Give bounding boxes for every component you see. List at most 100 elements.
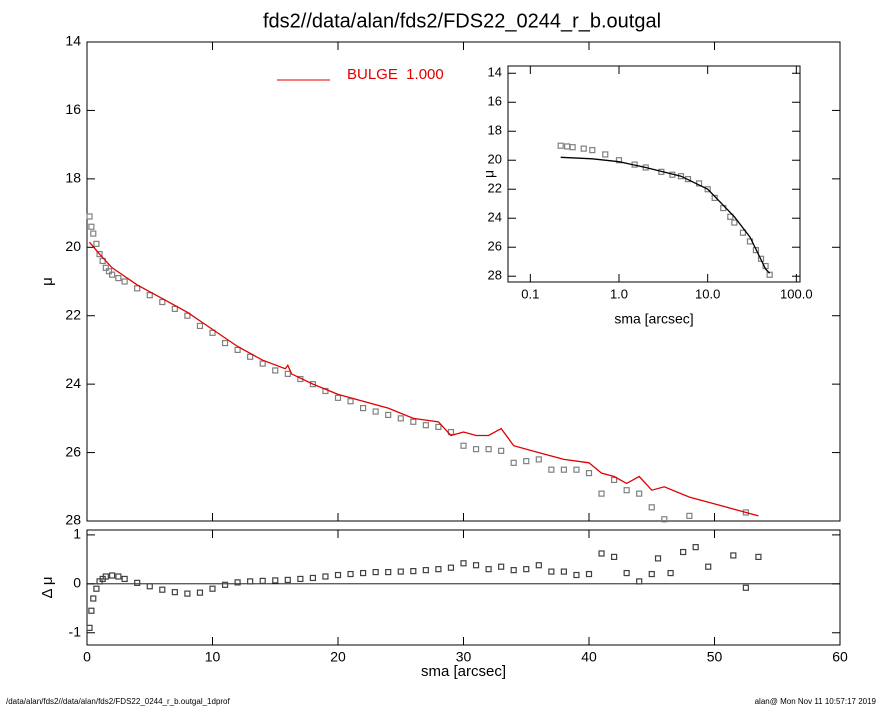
x-tick-label: 40 — [581, 649, 597, 665]
y-axis-label: μ — [39, 277, 56, 286]
data-point — [309, 381, 316, 388]
data-point — [385, 568, 392, 576]
data-point — [569, 144, 576, 151]
data-point — [648, 504, 655, 511]
data-point — [757, 255, 765, 262]
y-tick-label: 26 — [65, 443, 81, 459]
data-point — [564, 143, 571, 150]
x-tick-label: 0.1 — [521, 286, 539, 301]
data-point — [472, 562, 480, 569]
plot-frame — [507, 65, 801, 283]
data-point — [397, 415, 404, 422]
y-axis-label: μ — [481, 170, 497, 178]
y-tick-label: 24 — [488, 210, 502, 225]
data-point — [422, 422, 429, 429]
data-point — [598, 550, 605, 557]
data-point — [221, 339, 229, 347]
data-point — [548, 466, 555, 473]
y-tick-label: 22 — [488, 181, 502, 196]
y-tick-label: 28 — [65, 512, 81, 528]
x-tick-label: 60 — [832, 649, 848, 665]
data-point — [739, 229, 747, 236]
data-point — [334, 571, 342, 579]
data-point — [573, 466, 580, 473]
data-point — [752, 247, 760, 254]
data-point — [667, 569, 674, 577]
data-point — [435, 423, 442, 431]
data-point — [397, 568, 404, 575]
y-axis-label: Δ μ — [39, 576, 56, 598]
y-tick-label: 0 — [73, 575, 81, 591]
data-point — [272, 367, 279, 374]
data-point — [209, 329, 216, 336]
data-point — [460, 442, 467, 449]
x-tick-label: 10.0 — [695, 286, 720, 301]
data-point — [105, 268, 113, 275]
data-point — [615, 157, 623, 164]
data-point — [108, 271, 116, 278]
data-point — [730, 552, 737, 559]
data-point — [623, 569, 630, 577]
footer-right: alan@ Mon Nov 11 10:57:17 2019 — [755, 697, 877, 706]
y-tick-label: 18 — [488, 123, 502, 138]
data-point — [560, 568, 568, 575]
data-point — [636, 578, 643, 585]
data-point — [115, 274, 122, 282]
plot-frame — [86, 529, 841, 646]
data-point — [585, 570, 593, 578]
data-point — [731, 219, 738, 226]
y-tick-label: 14 — [65, 33, 81, 49]
legend-label: BULGE 1.000 — [347, 66, 444, 83]
data-point — [121, 575, 128, 583]
data-point — [548, 568, 555, 575]
data-point — [108, 572, 116, 579]
data-point — [498, 563, 505, 570]
data-point — [742, 509, 749, 516]
data-point — [134, 579, 141, 586]
data-point — [146, 583, 153, 590]
data-point — [686, 512, 693, 519]
data-point — [573, 571, 580, 579]
data-point — [184, 312, 191, 319]
data-point — [146, 292, 153, 299]
data-point — [247, 353, 254, 360]
x-tick-label: 0 — [83, 649, 91, 665]
data-point — [648, 570, 655, 578]
data-point — [102, 573, 109, 580]
model-line — [560, 156, 771, 274]
data-point — [755, 553, 762, 561]
data-point — [171, 589, 178, 596]
data-point — [102, 264, 109, 271]
y-tick-label: 28 — [488, 268, 502, 283]
data-point — [334, 394, 342, 401]
x-tick-label: 100.0 — [780, 286, 813, 301]
data-point — [580, 145, 587, 152]
x-tick-label: 20 — [330, 649, 346, 665]
x-axis-label: sma [arcsec] — [614, 311, 693, 327]
data-point — [727, 213, 734, 220]
chart-title: fds2//data/alan/fds2/FDS22_0244_r_b.outg… — [263, 10, 661, 32]
data-point — [272, 577, 279, 584]
data-point — [347, 398, 354, 405]
data-point — [347, 570, 354, 578]
data-point — [196, 589, 204, 596]
data-point — [705, 563, 712, 570]
y-tick-label: 20 — [488, 152, 502, 167]
data-point — [422, 567, 429, 574]
data-point — [602, 151, 609, 158]
y-tick-label: 24 — [65, 375, 81, 391]
data-point — [498, 447, 505, 454]
y-tick-label: -1 — [69, 623, 82, 639]
data-point — [766, 271, 773, 278]
data-point — [560, 466, 568, 473]
data-point — [460, 560, 467, 567]
data-point — [88, 607, 95, 614]
data-point — [322, 573, 329, 580]
data-point — [93, 240, 100, 247]
data-point — [247, 578, 254, 585]
data-point — [636, 490, 643, 497]
data-point — [711, 194, 718, 202]
data-point — [435, 566, 442, 573]
x-tick-label: 50 — [707, 649, 723, 665]
